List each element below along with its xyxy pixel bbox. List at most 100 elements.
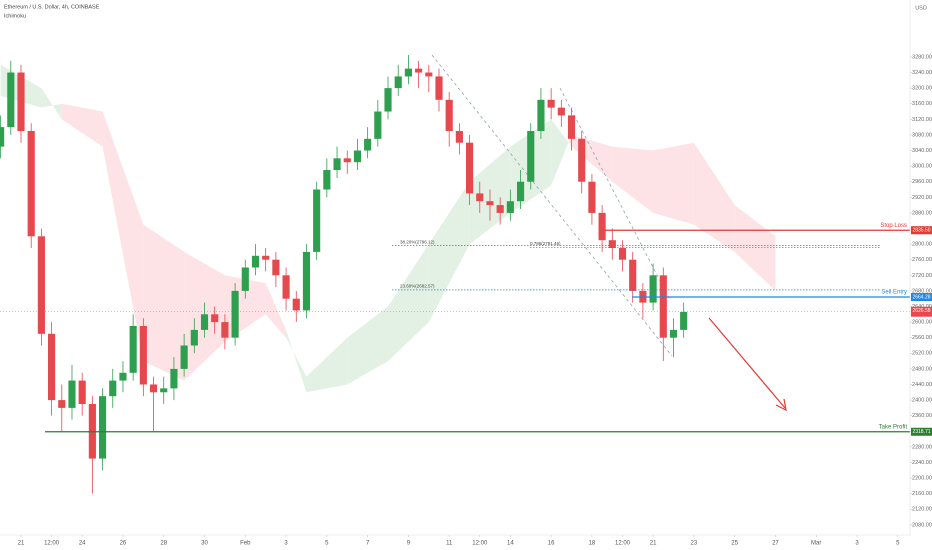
- x-tick-label: 7: [366, 541, 370, 547]
- candle-body: [659, 275, 667, 338]
- x-tick-label: 16: [548, 541, 555, 547]
- cloud-segment: [143, 224, 185, 381]
- candle-body: [0, 127, 5, 147]
- candle-body: [149, 384, 158, 393]
- level-name: Stop Loss: [880, 223, 907, 229]
- candle-body: [578, 138, 586, 182]
- candle-body: [323, 170, 331, 190]
- cloud-segment: [347, 306, 389, 385]
- y-tick-label: 3000.00: [912, 164, 932, 170]
- candle-body: [37, 236, 45, 334]
- drawing-layer: [431, 54, 787, 412]
- candle-body: [629, 259, 637, 291]
- y-tick-label: 3200.00: [912, 86, 932, 92]
- cloud-segment: [551, 119, 572, 186]
- y-tick-label: 2120.00: [912, 507, 932, 513]
- arrow: [708, 317, 786, 409]
- price-tag: [911, 226, 932, 235]
- candle-body: [415, 68, 423, 73]
- x-tick-label: 21: [650, 541, 657, 547]
- cloud-segment: [102, 111, 144, 362]
- cloud-segment: [286, 329, 307, 393]
- y-tick-label: 2160.00: [912, 491, 932, 497]
- candle-body: [48, 333, 56, 401]
- y-tick-label: 2600.00: [912, 320, 932, 326]
- candle-body: [425, 72, 433, 77]
- candle-body: [476, 193, 484, 202]
- candle-body: [364, 138, 372, 151]
- fib-label: 23.60%(2682.57): [400, 284, 435, 289]
- cloud-segment: [428, 181, 470, 323]
- x-tick-label: 5: [896, 541, 900, 547]
- x-tick-label: 9: [407, 541, 411, 547]
- price-tag: [911, 293, 932, 302]
- y-tick-label: 2200.00: [912, 476, 932, 482]
- y-tick-label: 2760.00: [912, 257, 932, 263]
- level-name: Sell Entry: [881, 290, 907, 296]
- candle-body: [200, 314, 209, 330]
- candle-body: [313, 189, 321, 252]
- cloud-segment: [653, 142, 694, 225]
- candle-body: [17, 72, 25, 132]
- y-tick-label: 3120.00: [912, 117, 932, 123]
- cloud-segment: [693, 142, 735, 252]
- y-tick-label: 2240.00: [912, 460, 932, 466]
- x-tick-label: 5: [325, 541, 329, 547]
- price-tag: [911, 427, 932, 436]
- y-tick-label: 2720.00: [912, 273, 932, 279]
- x-tick-label: 21: [18, 541, 25, 547]
- candle-body: [374, 111, 382, 139]
- x-tick-label: 25: [731, 541, 738, 547]
- candle-body: [272, 259, 280, 276]
- x-tick-label: 11: [446, 541, 453, 547]
- x-tick-label: 26: [120, 541, 127, 547]
- candle-body: [170, 368, 178, 389]
- candle-body: [343, 158, 351, 163]
- cloud-segment: [612, 146, 654, 213]
- candle-body: [119, 372, 127, 381]
- price-tag: [911, 306, 932, 317]
- candle-body: [58, 400, 66, 408]
- fib-label: 0.786(2791.46): [530, 241, 561, 246]
- candle-body: [109, 380, 117, 397]
- candle-body: [27, 131, 35, 237]
- price-tag-label: 2664.28: [912, 294, 930, 300]
- candle-body: [160, 388, 168, 393]
- y-tick-label: 2680.00: [912, 288, 932, 294]
- candle-body: [680, 311, 688, 330]
- candle-body: [445, 99, 453, 132]
- candle-body: [282, 275, 290, 299]
- cloud-segment: [734, 205, 776, 291]
- candle-body: [68, 380, 76, 408]
- candle-body: [394, 76, 402, 89]
- candle-body: [221, 322, 229, 338]
- candle-body: [516, 181, 525, 202]
- x-tick-label: 3: [855, 541, 859, 547]
- x-tick-label: 27: [772, 541, 779, 547]
- candle-body: [262, 255, 270, 260]
- candle-body: [384, 88, 392, 112]
- chart-title: Ethereum / U.S. Dollar, 4h, COINBASE: [4, 4, 100, 10]
- candle-body: [527, 131, 535, 182]
- y-tick-label: 3160.00: [912, 101, 932, 107]
- x-tick-label: 28: [160, 541, 167, 547]
- candle-body: [649, 275, 657, 303]
- candle-body: [455, 131, 463, 143]
- candle-body: [292, 298, 300, 311]
- cloud-segment: [265, 283, 287, 338]
- x-tick-label: 18: [589, 541, 596, 547]
- y-tick-label: 3280.00: [912, 54, 932, 60]
- arrow-head: [775, 398, 787, 412]
- candle-body: [251, 255, 260, 268]
- x-tick-label: 12:00: [44, 541, 60, 547]
- y-tick-label: 2280.00: [912, 444, 932, 450]
- candle-body: [139, 325, 147, 385]
- candle-body: [557, 107, 565, 116]
- axis-layer: 2080.00 2120.00 2160.00 2200.00 2240.00 2280.…: [18, 54, 932, 546]
- indicator-name: Ichimoku: [4, 13, 26, 19]
- x-tick-label: 3: [284, 541, 288, 547]
- y-tick-label: 2800.00: [912, 242, 932, 248]
- candle-body: [7, 72, 15, 128]
- last-price-label: 2626.58: [912, 308, 930, 314]
